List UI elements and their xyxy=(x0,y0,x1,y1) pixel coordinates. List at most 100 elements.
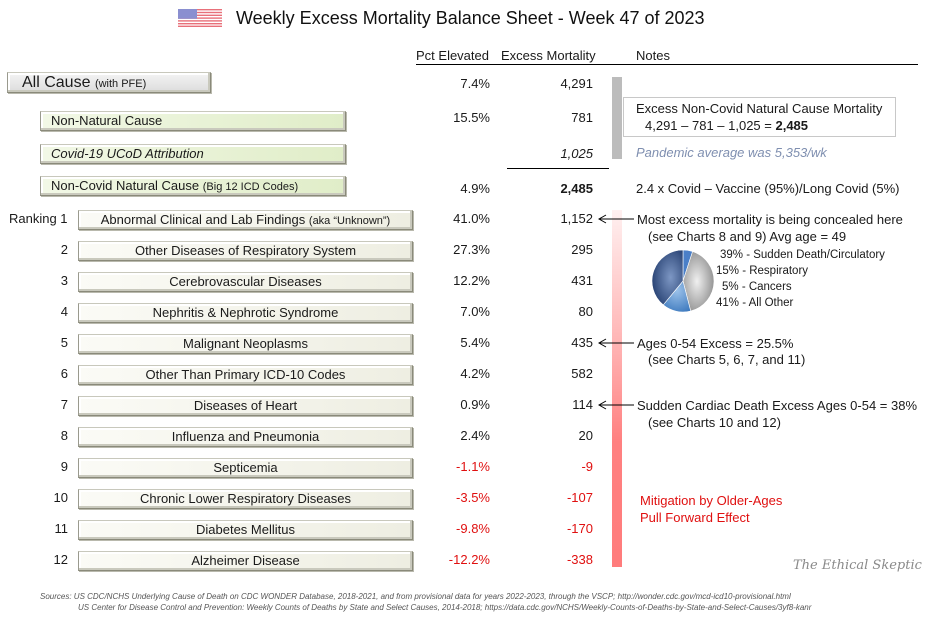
severity-gradient-bar xyxy=(612,210,622,567)
category-label: Diabetes Mellitus xyxy=(78,520,413,540)
category-label-text: Diabetes Mellitus xyxy=(196,522,295,537)
pct-non-covid-natural: 4.9% xyxy=(460,181,490,196)
excess-mortality-value: -107 xyxy=(566,490,593,505)
ages-note-line1: Ages 0-54 Excess = 25.5% xyxy=(637,336,794,351)
rank-number: 5 xyxy=(60,335,68,350)
pct-elevated-value: 41.0% xyxy=(453,211,490,226)
category-label: Diseases of Heart xyxy=(78,396,413,416)
ages-note-line2: (see Charts 5, 6, 7, and 11) xyxy=(648,352,806,367)
excess-mortality-value: 114 xyxy=(572,397,593,412)
rank-number: 8 xyxy=(60,428,68,443)
excess-mortality-value: 20 xyxy=(578,428,593,443)
excess-mortality-value: 295 xyxy=(571,242,593,257)
pct-elevated-value: -3.5% xyxy=(456,490,490,505)
category-label-text: Diseases of Heart xyxy=(193,398,298,413)
pct-non-natural: 15.5% xyxy=(453,110,490,125)
category-label-text: Abnormal Clinical and Lab Findings xyxy=(100,212,306,227)
summary-label-non-covid-natural: Non-Covid Natural Cause (Big 12 ICD Code… xyxy=(40,176,346,196)
summary-label-text: Covid-19 UCoD Attribution xyxy=(51,146,204,161)
mitigation-note-line1: Mitigation by Older-Ages xyxy=(640,493,783,508)
excess-mortality-value: -170 xyxy=(566,521,593,536)
excess-mortality-value: -9 xyxy=(581,459,593,474)
concealed-note-line1: Most excess mortality is being concealed… xyxy=(637,212,903,227)
pie-legend-item: 41% - All Other xyxy=(716,297,794,309)
category-label-text: Influenza and Pneumonia xyxy=(171,429,320,444)
rank-number: 6 xyxy=(60,366,68,381)
pct-elevated-value: 5.4% xyxy=(460,335,490,350)
pct-elevated-value: -1.1% xyxy=(456,459,490,474)
column-header-excess-mortality: Excess Mortality xyxy=(501,48,596,63)
summary-label-non-natural: Non-Natural Cause xyxy=(40,111,346,131)
pie-legend-item: 39% - Sudden Death/Circulatory xyxy=(720,249,885,261)
category-label: Septicemia xyxy=(78,458,413,478)
mitigation-note-line2: Pull Forward Effect xyxy=(640,510,750,525)
category-label: Abnormal Clinical and Lab Findings (aka … xyxy=(78,210,413,230)
summary-label-all-cause: All Cause (with PFE) xyxy=(7,72,211,93)
excess-mortality-value: 80 xyxy=(578,304,593,319)
excess-mortality-value: -338 xyxy=(566,552,593,567)
excess-mortality-value: 582 xyxy=(571,366,593,381)
excess-covid: 1,025 xyxy=(560,146,593,161)
rank-number: Ranking 1 xyxy=(9,211,68,226)
sources-line1: Sources: US CDC/NCHS Underlying Cause of… xyxy=(40,592,791,601)
category-label: Other Diseases of Respiratory System xyxy=(78,241,413,261)
category-label-text: Other Diseases of Respiratory System xyxy=(134,243,357,258)
summary-label-covid: Covid-19 UCoD Attribution xyxy=(40,144,346,164)
arrow-left-icon xyxy=(598,214,634,224)
excess-mortality-value: 1,152 xyxy=(560,211,593,226)
category-label-text: Alzheimer Disease xyxy=(191,553,300,568)
calc-expr-text: 4,291 – 781 – 1,025 = xyxy=(645,118,776,133)
category-label-suffix: (aka “Unknown”) xyxy=(308,215,391,227)
category-label: Malignant Neoplasms xyxy=(78,334,413,354)
category-label: Alzheimer Disease xyxy=(78,551,413,571)
category-label-text: Septicemia xyxy=(213,460,278,475)
pie-chart xyxy=(651,249,715,313)
pie-legend-item: 15% - Respiratory xyxy=(716,265,809,277)
category-label-text: Cerebrovascular Diseases xyxy=(169,274,322,289)
excess-mortality-value: 431 xyxy=(571,273,593,288)
sources-line2: US Center for Disease Control and Preven… xyxy=(78,603,812,612)
category-label: Other Than Primary ICD-10 Codes xyxy=(78,365,413,385)
cardiac-note-line1: Sudden Cardiac Death Excess Ages 0-54 = … xyxy=(637,398,918,413)
covid-ratio-note: 2.4 x Covid – Vaccine (95%)/Long Covid (… xyxy=(636,181,900,196)
pie-slice-all-other xyxy=(682,251,715,312)
excess-mortality-value: 435 xyxy=(571,335,593,350)
us-flag-icon xyxy=(178,9,222,27)
summary-label-text: Non-Covid Natural Cause xyxy=(51,178,200,193)
summary-bracket-bar xyxy=(612,77,622,159)
rank-number: 12 xyxy=(53,552,68,567)
arrow-left-icon xyxy=(598,400,634,410)
summary-label-text: Non-Natural Cause xyxy=(51,113,163,128)
rank-number: 3 xyxy=(60,273,68,288)
pct-elevated-value: 7.0% xyxy=(460,304,490,319)
column-header-pct-elevated: Pct Elevated xyxy=(416,48,489,63)
calc-expression: 4,291 – 781 – 1,025 = 2,485 xyxy=(645,118,808,133)
pie-slice-sudden-death-circulatory xyxy=(651,249,684,306)
pct-elevated-value: -9.8% xyxy=(456,521,490,536)
pie-legend-item: 5% - Cancers xyxy=(722,281,792,293)
arrow-left-icon xyxy=(598,338,634,348)
summary-label-suffix: (with PFE) xyxy=(94,78,147,90)
category-label-text: Nephritis & Nephrotic Syndrome xyxy=(152,305,339,320)
pct-elevated-value: 0.9% xyxy=(460,397,490,412)
pandemic-average-note: Pandemic average was 5,353/wk xyxy=(636,145,827,160)
calc-title: Excess Non-Covid Natural Cause Mortality xyxy=(636,101,883,116)
category-label: Influenza and Pneumonia xyxy=(78,427,413,447)
category-label-text: Malignant Neoplasms xyxy=(182,336,308,351)
excess-non-covid-natural: 2,485 xyxy=(560,181,593,196)
rank-number: 9 xyxy=(60,459,68,474)
excess-non-natural: 781 xyxy=(571,110,593,125)
calc-result: 2,485 xyxy=(775,118,809,133)
category-label: Nephritis & Nephrotic Syndrome xyxy=(78,303,413,323)
summary-label-text: All Cause xyxy=(22,74,91,91)
category-label-text: Other Than Primary ICD-10 Codes xyxy=(145,367,346,382)
pct-elevated-value: 2.4% xyxy=(460,428,490,443)
pct-elevated-value: 27.3% xyxy=(453,242,490,257)
header-divider xyxy=(416,64,918,65)
concealed-note-line2: (see Charts 8 and 9) Avg age = 49 xyxy=(648,229,847,244)
sum-underline xyxy=(507,168,609,169)
pie-legend: 39% - Sudden Death/Circulatory 15% - Res… xyxy=(716,247,885,311)
pct-elevated-value: -12.2% xyxy=(448,552,490,567)
calculation-box xyxy=(623,97,896,137)
page-title: Weekly Excess Mortality Balance Sheet - … xyxy=(236,8,705,28)
